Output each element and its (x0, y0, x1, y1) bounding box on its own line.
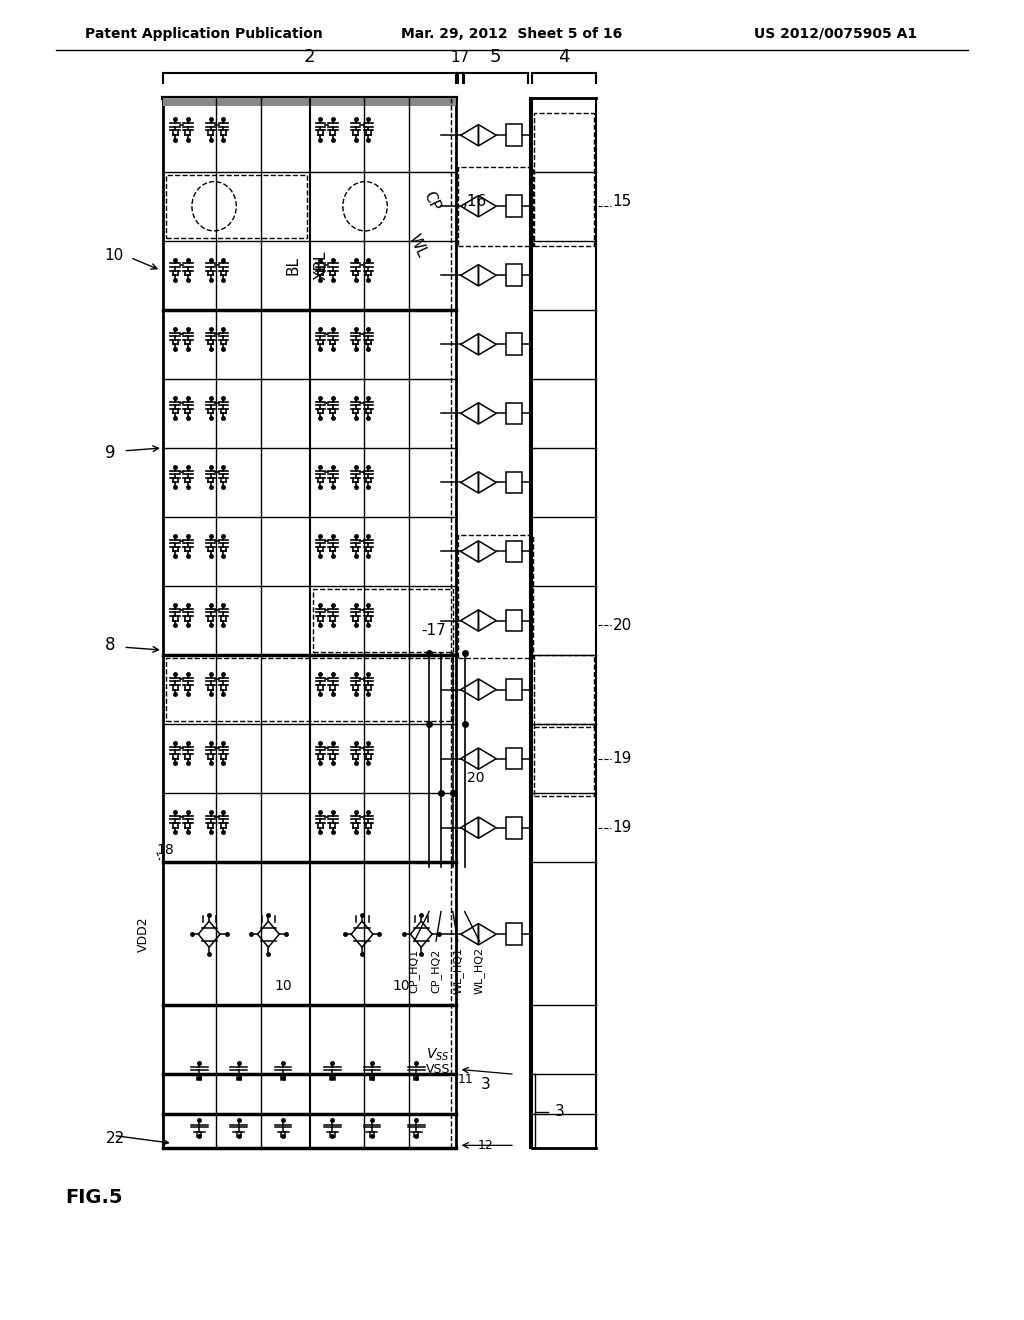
Bar (506, 678, 522, 701)
Text: XBL: XBL (313, 251, 328, 280)
Text: VSS: VSS (426, 1063, 451, 1076)
Text: -17: -17 (421, 623, 445, 638)
Text: 9: 9 (104, 444, 116, 462)
Text: 12: 12 (477, 1139, 494, 1152)
Bar (506, 924, 522, 945)
Text: $V_{SS}$: $V_{SS}$ (426, 1047, 450, 1063)
Bar (506, 748, 522, 770)
Text: 20: 20 (467, 771, 484, 785)
Text: ,16: ,16 (463, 194, 487, 209)
Bar (506, 817, 522, 838)
Bar (506, 334, 522, 355)
Bar (312, 589, 453, 652)
Text: US 2012/0075905 A1: US 2012/0075905 A1 (754, 26, 918, 41)
Text: FIG.5: FIG.5 (65, 1188, 123, 1206)
Bar (163, 98, 456, 106)
Bar (506, 610, 522, 631)
Text: VDD2: VDD2 (136, 916, 150, 952)
Bar (506, 195, 522, 216)
Bar (506, 264, 522, 286)
Text: 19: 19 (612, 751, 632, 766)
Bar (534, 725, 594, 796)
Text: 10: 10 (393, 978, 411, 993)
Text: 3: 3 (480, 1077, 490, 1092)
Text: 17: 17 (451, 50, 470, 65)
Bar (163, 98, 456, 1148)
Bar (506, 124, 522, 147)
Bar (166, 174, 307, 238)
Text: 3: 3 (554, 1105, 564, 1119)
Text: Mar. 29, 2012  Sheet 5 of 16: Mar. 29, 2012 Sheet 5 of 16 (401, 26, 623, 41)
Text: 4: 4 (558, 49, 569, 66)
Text: 20: 20 (612, 618, 632, 634)
Bar (458, 535, 532, 659)
Bar (506, 471, 522, 494)
Text: WL: WL (406, 232, 429, 260)
Bar (534, 655, 594, 727)
Text: WL_HQ2: WL_HQ2 (474, 948, 485, 994)
Text: 19: 19 (612, 820, 632, 836)
Text: CP: CP (420, 189, 442, 214)
Text: 18: 18 (157, 843, 175, 858)
Text: CP_HQ1: CP_HQ1 (409, 949, 420, 993)
Text: 10: 10 (274, 978, 292, 993)
Bar (534, 112, 594, 246)
Text: 5: 5 (489, 49, 502, 66)
Bar (458, 166, 532, 246)
Text: 8: 8 (104, 636, 116, 655)
Text: BL: BL (286, 256, 300, 275)
Text: 2: 2 (303, 49, 315, 66)
Text: Patent Application Publication: Patent Application Publication (85, 26, 324, 41)
Text: WL_HQ1: WL_HQ1 (453, 948, 463, 994)
Bar (166, 659, 453, 721)
Text: 10: 10 (104, 248, 123, 263)
Text: 22: 22 (105, 1131, 125, 1146)
Bar (506, 403, 522, 424)
Text: 11: 11 (458, 1073, 473, 1086)
Text: CP_HQ2: CP_HQ2 (430, 949, 441, 993)
Bar (506, 541, 522, 562)
Text: 15: 15 (612, 194, 632, 209)
